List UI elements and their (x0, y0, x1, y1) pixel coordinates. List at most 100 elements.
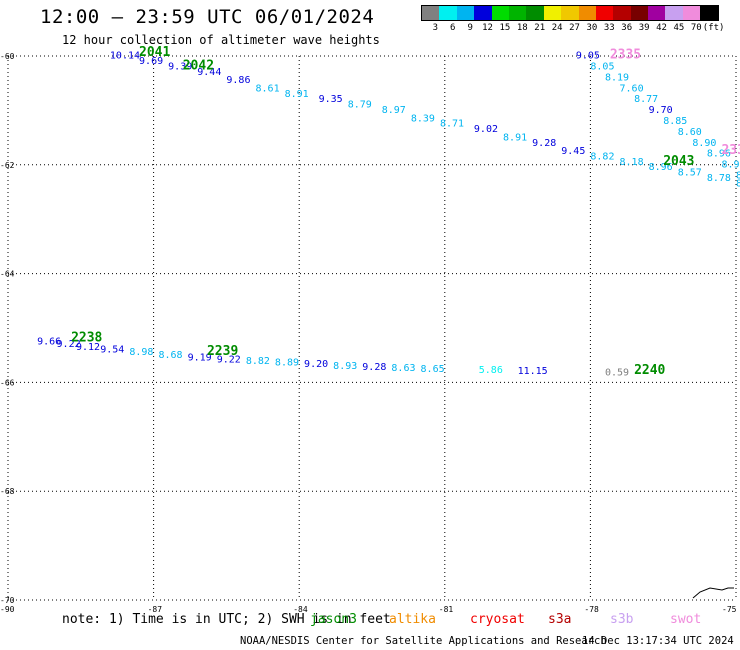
satellite-legend-jason3: jason3 (310, 612, 357, 627)
wave-height-point: 8.96 (649, 162, 673, 173)
legend-color-bar (421, 5, 719, 21)
footer-timestamp: 14 Dec 13:17:34 UTC 2024 (582, 635, 734, 647)
wave-height-point: 9.12 (76, 342, 100, 353)
legend-bin-label: 30 (586, 23, 598, 33)
wave-height-point: 8.57 (678, 168, 702, 179)
pass-time-label: 2042 (183, 59, 214, 74)
pass-time-label: 2043 (663, 154, 694, 169)
wave-height-point: 9.22 (217, 354, 241, 365)
wave-height-point: 9.35 (319, 94, 343, 105)
wave-height-point: 8.18 (620, 157, 644, 168)
legend-bin-label: 42 (656, 23, 667, 33)
wave-height-point: 8.72 (736, 179, 740, 190)
legend-swatch (543, 6, 562, 20)
pass-time-label: 2336 (721, 143, 740, 158)
legend-swatch (491, 6, 509, 20)
wave-height-point: 8.85 (663, 116, 687, 127)
longitude-tick-label: -87 (148, 605, 163, 614)
wave-height-point: 9.22 (57, 339, 81, 350)
longitude-tick-label: -81 (439, 605, 454, 614)
legend-bin-label: 6 (450, 23, 456, 33)
wave-height-point: 9.28 (362, 362, 386, 373)
pass-time-label: 2239 (207, 344, 238, 359)
pass-time-label: 2238 (71, 331, 102, 346)
legend-swatch (630, 6, 649, 20)
wave-height-point: 8.96 (707, 149, 731, 160)
wave-height-point: 8.05 (590, 62, 614, 73)
latitude-tick-label: -60 (0, 52, 15, 61)
legend-bin-label: 39 (638, 23, 650, 33)
wave-height-point: 8.71 (440, 119, 464, 130)
satellite-legend-cryosat: cryosat (470, 612, 525, 627)
footer-credit: NOAA/NESDIS Center for Satellite Applica… (240, 635, 607, 647)
wave-height-point: 8.82 (246, 356, 270, 367)
satellite-legend-swot: swot (670, 612, 702, 627)
map-tick-labels: -60 -62 -64 -66 -68 -70-90 -87 -84 -81 -78 -75 (0, 52, 737, 614)
legend-swatch (578, 6, 596, 20)
legend-bin-label: 18 (516, 23, 528, 33)
wave-height-point: 9.45 (561, 146, 585, 157)
legend-bin-label: 27 (569, 23, 580, 33)
legend-bin-label: 9 (467, 23, 473, 33)
wave-height-point: 11.15 (518, 366, 548, 377)
legend-swatch (700, 6, 718, 20)
wave-height-point: 8.68 (158, 350, 182, 361)
wave-height-point: 8.63 (391, 363, 415, 374)
legend-swatch (422, 6, 440, 20)
wave-height-point: 8.98 (721, 160, 740, 171)
legend-bin-label: 21 (534, 23, 546, 33)
legend-bin-label: 15 (499, 23, 511, 33)
legend-swatch (439, 6, 457, 20)
wave-height-point: 8.60 (678, 127, 702, 138)
legend-swatch (595, 6, 614, 20)
wave-height-point: 8.98 (129, 347, 153, 358)
longitude-tick-label: -84 (293, 605, 308, 614)
legend-swatch (508, 6, 527, 20)
wave-height-point: 8.65 (421, 364, 445, 375)
wave-height-point: 9.39 (168, 62, 192, 73)
longitude-tick-label: -75 (722, 605, 737, 614)
wave-height-point: 9.66 (37, 336, 61, 347)
wave-height-point: 9.19 (188, 353, 212, 364)
wave-height-point: 9.54 (100, 344, 124, 355)
legend-unit: (ft) (702, 23, 725, 33)
legend-bin-label: 3 (432, 23, 439, 33)
wave-height-point: 9.70 (649, 105, 673, 116)
satellite-legend-altika: altika (389, 612, 436, 627)
wave-height-point: 8.90 (692, 138, 716, 149)
latitude-tick-label: -68 (0, 487, 15, 496)
wave-height-point: 9.20 (304, 359, 328, 370)
wave-height-point: 8.46 (736, 170, 740, 181)
longitude-tick-label: -78 (584, 605, 599, 614)
wave-height-point: 8.19 (605, 72, 629, 83)
legend-swatch (682, 6, 701, 20)
wave-height-point: 8.79 (348, 100, 372, 111)
pass-time-label: 2041 (139, 45, 170, 60)
legend-swatch (474, 6, 492, 20)
wave-height-point: 9.86 (226, 75, 250, 86)
wave-height-point: 5.86 (479, 365, 503, 376)
longitude-tick-label: -90 (0, 605, 15, 614)
wave-height-point: 0.59 (605, 367, 629, 378)
legend-swatch (665, 6, 683, 20)
pass-time-label: 2240 (634, 363, 665, 378)
wave-height-point: 8.89 (275, 358, 299, 369)
legend-bin-label: 70 (690, 23, 702, 33)
legend-swatch (648, 6, 666, 20)
wave-height-point: 8.39 (411, 113, 435, 124)
wave-height-point: 8.78 (707, 173, 731, 184)
satellite-legend-s3b: s3b (610, 612, 634, 627)
latitude-tick-label: -70 (0, 596, 15, 605)
wave-height-point: 8.93 (333, 361, 357, 372)
satellite-legend: jason3 altika cryosat s3a s3b swot (0, 612, 740, 630)
legend-swatch (526, 6, 544, 20)
wave-height-point: 8.91 (503, 132, 527, 143)
wave-height-point: 8.61 (256, 83, 280, 94)
legend-swatch (613, 6, 631, 20)
wave-height-point: 8.77 (634, 94, 658, 105)
pass-time-label: 2335 (610, 48, 641, 63)
page-title: 12:00 – 23:59 UTC 06/01/2024 (40, 6, 375, 28)
legend-swatch (456, 6, 475, 20)
wave-height-point: 9.69 (139, 56, 163, 67)
